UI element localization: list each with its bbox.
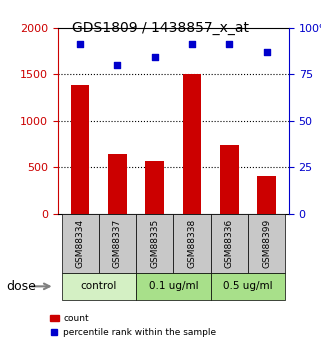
Bar — [220, 145, 239, 214]
Text: GSM88334: GSM88334 — [76, 219, 85, 268]
Text: GSM88399: GSM88399 — [262, 219, 271, 268]
Bar — [108, 154, 127, 214]
FancyBboxPatch shape — [136, 214, 173, 273]
Text: GSM88337: GSM88337 — [113, 219, 122, 268]
Text: 0.1 ug/ml: 0.1 ug/ml — [149, 282, 198, 291]
Point — [264, 49, 269, 55]
FancyBboxPatch shape — [62, 214, 99, 273]
Bar — [145, 161, 164, 214]
FancyBboxPatch shape — [211, 273, 285, 300]
Text: GSM88336: GSM88336 — [225, 219, 234, 268]
Point — [189, 42, 195, 47]
Point — [115, 62, 120, 68]
Bar — [71, 85, 90, 214]
Legend: count, percentile rank within the sample: count, percentile rank within the sample — [46, 311, 220, 341]
Bar — [257, 176, 276, 214]
Text: control: control — [81, 282, 117, 291]
Point — [152, 55, 157, 60]
Text: dose: dose — [6, 280, 36, 293]
Text: 0.5 ug/ml: 0.5 ug/ml — [223, 282, 273, 291]
Text: GSM88335: GSM88335 — [150, 219, 159, 268]
FancyBboxPatch shape — [99, 214, 136, 273]
FancyBboxPatch shape — [211, 214, 248, 273]
FancyBboxPatch shape — [173, 214, 211, 273]
Text: GSM88338: GSM88338 — [187, 219, 196, 268]
FancyBboxPatch shape — [248, 214, 285, 273]
FancyBboxPatch shape — [62, 273, 136, 300]
Text: GDS1809 / 1438857_x_at: GDS1809 / 1438857_x_at — [72, 21, 249, 35]
Point — [78, 42, 83, 47]
Point — [227, 42, 232, 47]
FancyBboxPatch shape — [136, 273, 211, 300]
Bar — [183, 74, 201, 214]
